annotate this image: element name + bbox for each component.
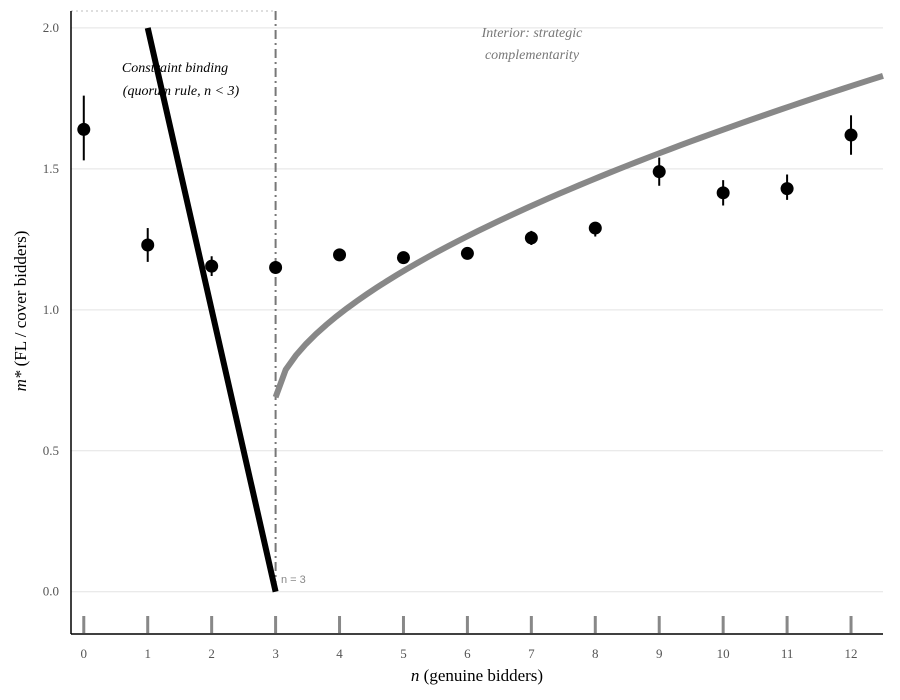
series-layer bbox=[144, 11, 884, 593]
rug-layer bbox=[82, 616, 853, 633]
x-tick-label: 0 bbox=[81, 646, 88, 661]
grid-layer bbox=[71, 10, 883, 593]
x-axis-title-rest: (genuine bidders) bbox=[419, 666, 543, 685]
interior-curve bbox=[272, 72, 884, 399]
data-point bbox=[333, 248, 347, 262]
data-point bbox=[141, 238, 155, 252]
constraint-annotation-line1: Constraint binding bbox=[122, 61, 228, 76]
interior-annotation-line2: complementarity bbox=[485, 48, 580, 63]
y-axis-title: m* (FL / cover bidders) bbox=[11, 231, 30, 392]
y-tick-label: 0.0 bbox=[43, 584, 59, 599]
x-tick-label: 1 bbox=[144, 646, 151, 661]
x-tick-labels: 0 1 2 3 4 5 6 7 8 9 10 11 12 bbox=[81, 646, 858, 661]
y-tick-label: 1.5 bbox=[43, 161, 59, 176]
y-tick-label: 0.5 bbox=[43, 443, 59, 458]
y-axis-title-rest: (FL / cover bidders) bbox=[11, 231, 30, 371]
y-axis-title-var: m* bbox=[11, 370, 30, 391]
x-tick-label: 8 bbox=[592, 646, 599, 661]
data-point bbox=[652, 165, 666, 179]
x-tick-label: 3 bbox=[272, 646, 279, 661]
x-tick-label: 10 bbox=[717, 646, 730, 661]
data-point bbox=[588, 221, 602, 235]
data-point bbox=[396, 251, 410, 265]
x-tick-label: 12 bbox=[845, 646, 858, 661]
x-tick-label: 11 bbox=[781, 646, 794, 661]
y-tick-label: 1.0 bbox=[43, 302, 59, 317]
data-point bbox=[716, 186, 730, 200]
data-point bbox=[524, 231, 538, 245]
data-point bbox=[269, 261, 283, 275]
plot-frame bbox=[70, 11, 883, 635]
points-layer bbox=[77, 95, 858, 276]
binding-line bbox=[144, 27, 279, 593]
y-tick-label: 2.0 bbox=[43, 20, 59, 35]
x-axis-title: n (genuine bidders) bbox=[411, 666, 543, 685]
x-tick-label: 2 bbox=[208, 646, 215, 661]
x-tick-label: 5 bbox=[400, 646, 407, 661]
data-point bbox=[77, 122, 91, 136]
x-tick-label: 9 bbox=[656, 646, 663, 661]
y-tick-labels: 0.0 0.5 1.0 1.5 2.0 bbox=[43, 20, 59, 599]
data-point bbox=[780, 182, 794, 196]
data-point bbox=[205, 259, 219, 273]
data-point bbox=[460, 246, 474, 260]
x-tick-label: 6 bbox=[464, 646, 471, 661]
vline-label: n = 3 bbox=[281, 574, 306, 586]
x-tick-label: 4 bbox=[336, 646, 343, 661]
x-tick-label: 7 bbox=[528, 646, 535, 661]
data-point bbox=[844, 128, 858, 142]
x-axis-title-var: n bbox=[411, 666, 420, 685]
interior-annotation-line1: Interior: strategic bbox=[481, 26, 583, 41]
constraint-annotation-line2: (quorum rule, n < 3) bbox=[123, 84, 240, 99]
